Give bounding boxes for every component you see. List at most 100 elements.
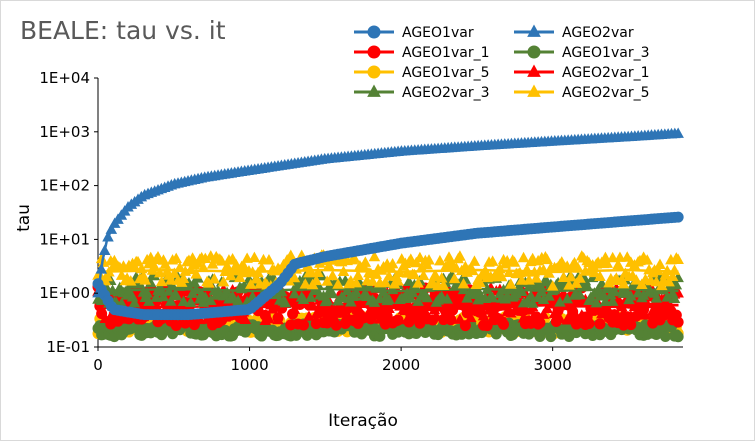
data-point [505,278,517,289]
series-AGEO2var [92,127,684,298]
legend-item: AGEO1var_1 [354,45,489,61]
data-point [98,244,111,255]
data-point [199,291,212,302]
data-point [126,290,139,302]
data-point [625,310,637,321]
data-point [672,253,684,265]
data-point [190,283,202,295]
data-point [366,309,379,320]
data-point [375,306,388,318]
data-point [594,318,606,330]
data-point [102,231,114,242]
data-point [659,330,671,342]
data-point [244,278,257,289]
legend: AGEO1var AGEO2var AGEO1var_1 AGEO1var_3 AGEO… [354,24,649,101]
x-axis-title: Iteração [328,411,398,431]
data-point [255,261,268,273]
data-point [184,296,197,307]
data-point [612,258,624,270]
data-point [561,292,573,304]
data-point [275,285,288,297]
data-point [498,318,510,330]
data-point [592,283,604,295]
data-point [321,275,333,286]
data-point [654,258,666,269]
chart-title: BEALE: tau vs. it [20,16,226,45]
data-point [405,292,417,303]
data-point [386,257,399,269]
data-point [581,313,593,325]
data-point [543,290,555,301]
data-point [159,258,172,269]
data-point [298,319,310,331]
series-AGEO1var [92,211,684,321]
data-point [155,275,168,287]
legend-marker [527,64,541,77]
data-point [152,250,164,262]
legend-label: AGEO2var_1 [562,65,649,81]
legend-label: AGEO1var_3 [562,45,649,61]
data-point [166,280,179,291]
y-tick-label: 1E+03 [39,123,90,141]
data-point [341,284,353,296]
y-tick-label: 1E+01 [39,230,90,248]
legend-marker [367,84,381,97]
legend-item: AGEO2var_5 [514,84,649,101]
data-point [203,277,215,288]
data-point [343,311,355,323]
data-point [305,291,317,302]
data-point [148,269,161,281]
data-point [437,279,450,290]
data-point [368,250,381,262]
data-point [503,266,515,278]
data-point [468,255,481,266]
data-point [412,277,424,288]
data-point [368,296,381,307]
data-point [575,309,588,320]
data-point [201,313,213,324]
data-point [408,268,421,280]
data-point [441,309,453,320]
data-point [565,270,577,282]
data-point [141,287,153,298]
x-tick-label: 3000 [534,356,572,374]
data-point [525,290,537,301]
data-point [128,296,141,308]
data-point [517,312,530,323]
data-point [332,278,344,289]
data-point [650,292,663,303]
data-point [641,254,654,265]
legend-item: AGEO2var [514,24,634,41]
data-point [379,276,392,287]
data-point [224,269,237,281]
data-point [197,261,210,273]
x-tick-label: 0 [93,356,103,374]
data-point [479,265,492,276]
data-point [164,295,177,306]
data-point [630,274,643,285]
data-point [546,280,559,291]
data-point [405,253,417,264]
data-point [481,283,493,294]
data-point [326,287,339,299]
data-point [170,289,182,300]
series-AGEO2var_5 [92,249,684,291]
data-point [663,275,675,287]
data-point [174,261,186,273]
data-point [285,249,297,261]
data-point [217,275,230,287]
y-tick-label: 1E+00 [39,284,90,302]
data-point [337,265,350,277]
data-point [232,294,244,306]
data-point [466,264,479,276]
legend-label: AGEO2var_5 [562,85,649,101]
data-point [226,290,239,301]
data-point [672,127,684,138]
data-point [590,296,603,308]
data-point [168,267,181,278]
data-point [263,254,275,265]
data-point [535,285,548,297]
data-point [143,295,155,306]
data-point [401,313,413,325]
data-point [164,274,177,285]
